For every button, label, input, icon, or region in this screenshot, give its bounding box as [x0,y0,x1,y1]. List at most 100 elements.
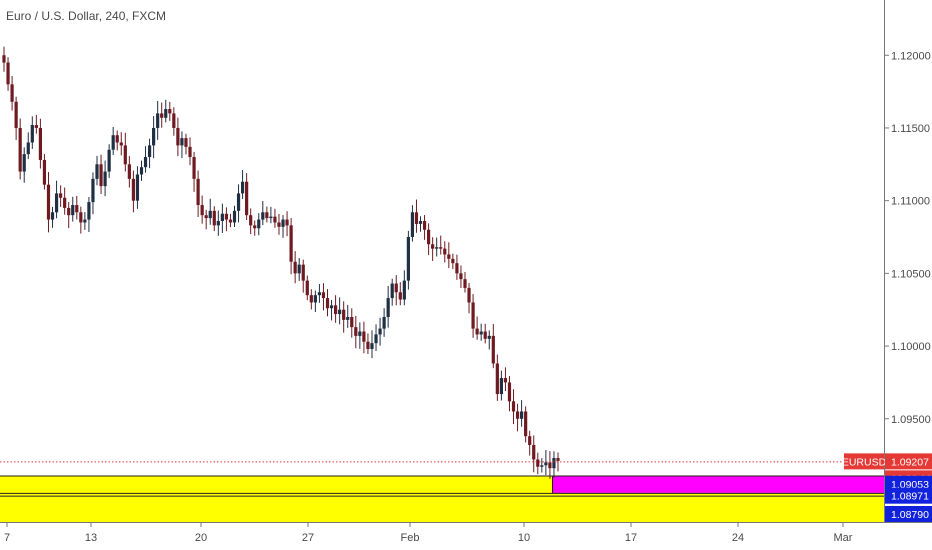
candle-body [342,309,346,320]
candle-body [350,316,354,328]
candle-body [180,138,184,146]
candle-body [370,343,374,349]
candle-body [63,197,67,208]
candle-body [495,363,499,395]
candle-body [552,458,556,469]
candle-body [34,125,38,128]
candle-body [325,298,330,309]
time-tick-label: 20 [195,532,207,544]
candle-body [18,127,22,172]
price-tick-label: 1.11000 [891,196,930,208]
candle-body [422,221,427,230]
candle-body [313,295,317,303]
candle-body [204,215,208,219]
candle-body [54,193,59,213]
price-tick-label: 1.10500 [891,268,931,280]
candle-body [503,378,508,383]
candle-body [479,331,483,335]
candle-body [556,458,560,461]
candle-body [483,331,487,339]
candle-body [378,328,382,335]
candle-body [253,225,257,229]
time-axis[interactable]: 7 13 20 27 Feb 10 17 24 Mar [4,522,853,544]
candle-body [71,205,75,216]
candle-body [289,225,293,262]
candle-body [431,244,435,249]
zone-price-tag [885,487,932,504]
zone-price-tag [885,506,932,522]
candle-body [14,101,18,128]
candle-body [329,305,334,309]
candle-body [281,219,285,227]
candle-body [228,219,233,223]
price-tags: EURUSD1.0920702:26:081.090531.089711.087… [842,453,932,522]
price-tick-label: 1.11500 [891,123,930,135]
chart-title: Euro / U.S. Dollar, 240, FXCM [6,9,166,23]
zone-price-label: 1.08971 [891,491,929,503]
candle-body [426,229,431,245]
candle-body [99,164,103,187]
candle-body [123,145,127,165]
candle-body [459,273,463,280]
candle-body [83,219,87,223]
candle-body [119,142,123,146]
candle-body [152,127,156,146]
candle-body [511,401,516,412]
candle-body [366,341,370,349]
candle-body [139,167,144,175]
candle-body [374,334,378,344]
candle-body [333,305,338,315]
lower-yellow-zone [0,495,884,522]
price-axis[interactable]: 1.12000 1.11500 1.11000 1.10500 1.10000 1.095… [884,50,931,426]
candle-body [249,215,253,226]
candle-body [297,264,301,274]
candle-body [245,181,249,216]
candle-body [240,181,245,194]
candle-body [160,113,164,118]
symbol-tag [844,453,884,470]
candle-body [30,125,34,143]
candle-body [269,216,273,219]
candle-body [406,237,410,281]
candle-body [305,280,309,296]
candle-body [184,138,188,147]
candle-body [22,154,26,172]
candle-body [499,378,503,395]
candle-body [87,202,91,220]
candle-body [321,292,326,299]
candle-body [46,184,51,220]
candle-body [515,411,520,419]
candle-body [301,264,305,281]
candle-body [293,261,297,274]
candle-body [536,459,540,467]
candle-body [131,178,136,201]
symbol-tag-label: EURUSD [842,456,887,468]
price-tick-label: 1.12000 [891,50,931,62]
candle-body [220,213,224,222]
candle-body [346,316,350,320]
candle-body [520,411,524,419]
candle-body [164,109,168,118]
candle-body [236,193,241,211]
candle-body [487,335,491,339]
candle-body [261,212,265,220]
candle-body [398,292,402,300]
candle-body [358,331,362,336]
candle-body [402,280,406,300]
candle-body [208,210,212,219]
candle-body [135,174,140,201]
candle-body [471,302,475,329]
candle-body [172,113,176,128]
candle-body [59,193,63,198]
candle-body [491,335,495,364]
candle-body [362,331,366,342]
candle-body [111,135,115,150]
candle-body [156,113,160,128]
candle-body [192,157,196,179]
candle-body [265,212,269,219]
candle-body [103,171,107,187]
candle-body [338,309,342,315]
candle-body [439,247,443,249]
